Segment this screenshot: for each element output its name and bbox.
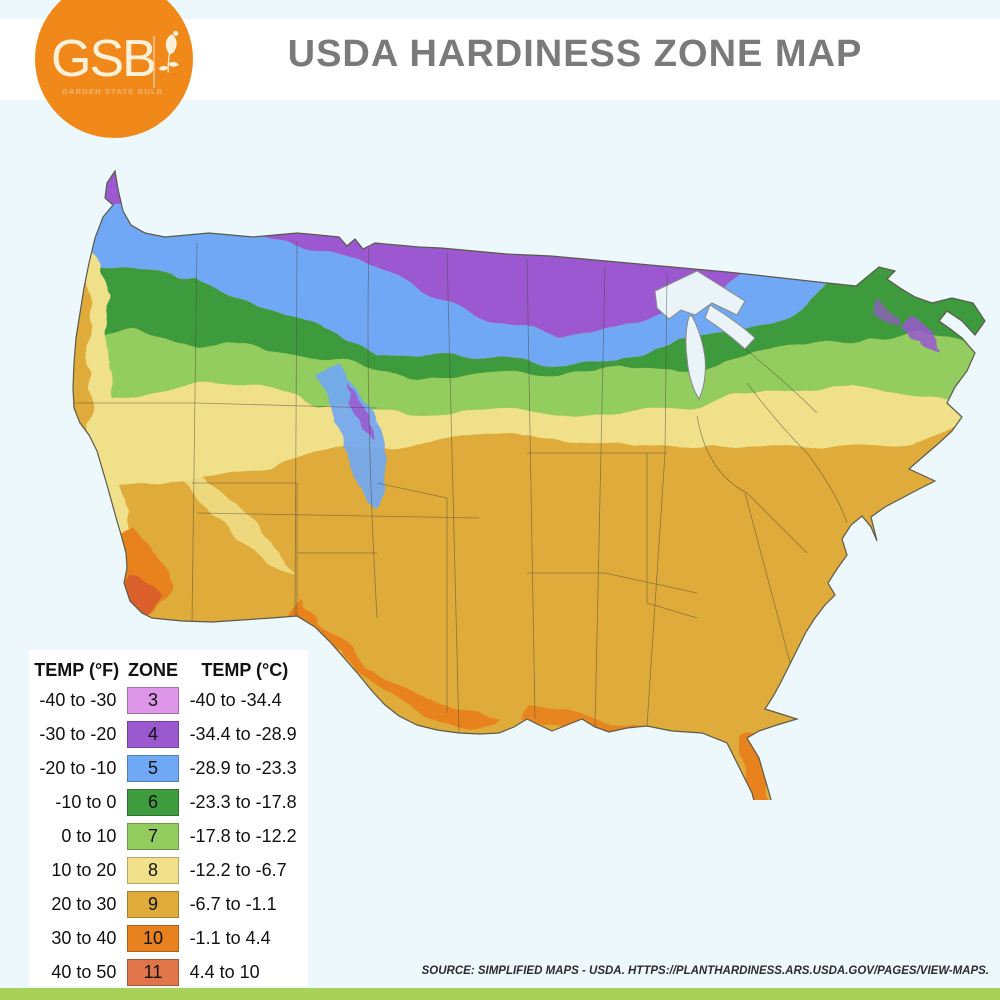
svg-text:GARDEN STATE BULB: GARDEN STATE BULB — [62, 87, 163, 96]
svg-text:GSB: GSB — [51, 30, 155, 88]
